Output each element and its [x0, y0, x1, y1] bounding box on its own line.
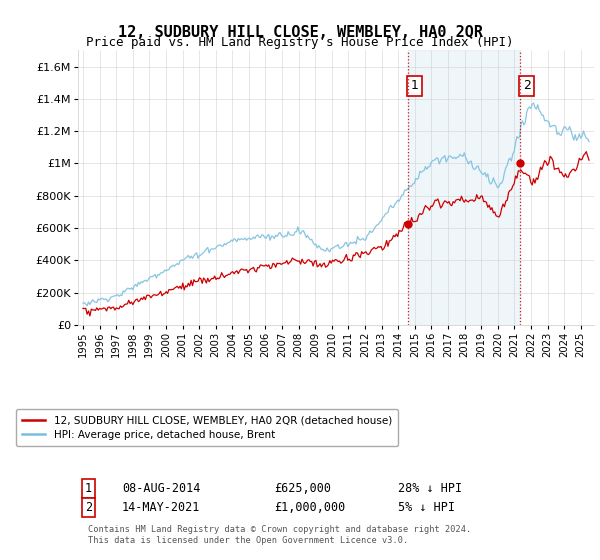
Text: Contains HM Land Registry data © Crown copyright and database right 2024.
This d: Contains HM Land Registry data © Crown c… [88, 525, 472, 544]
Text: 5% ↓ HPI: 5% ↓ HPI [398, 501, 455, 514]
Text: 1: 1 [410, 80, 418, 92]
Text: 1: 1 [85, 482, 92, 494]
Text: 2: 2 [523, 80, 530, 92]
Text: 12, SUDBURY HILL CLOSE, WEMBLEY, HA0 2QR: 12, SUDBURY HILL CLOSE, WEMBLEY, HA0 2QR [118, 25, 482, 40]
Text: 28% ↓ HPI: 28% ↓ HPI [398, 482, 462, 494]
Text: £1,000,000: £1,000,000 [274, 501, 346, 514]
Text: 14-MAY-2021: 14-MAY-2021 [122, 501, 200, 514]
Text: £625,000: £625,000 [274, 482, 331, 494]
Text: 2: 2 [85, 501, 92, 514]
Text: 08-AUG-2014: 08-AUG-2014 [122, 482, 200, 494]
Text: Price paid vs. HM Land Registry's House Price Index (HPI): Price paid vs. HM Land Registry's House … [86, 36, 514, 49]
Legend: 12, SUDBURY HILL CLOSE, WEMBLEY, HA0 2QR (detached house), HPI: Average price, d: 12, SUDBURY HILL CLOSE, WEMBLEY, HA0 2QR… [16, 409, 398, 446]
Bar [408, 50, 520, 325]
